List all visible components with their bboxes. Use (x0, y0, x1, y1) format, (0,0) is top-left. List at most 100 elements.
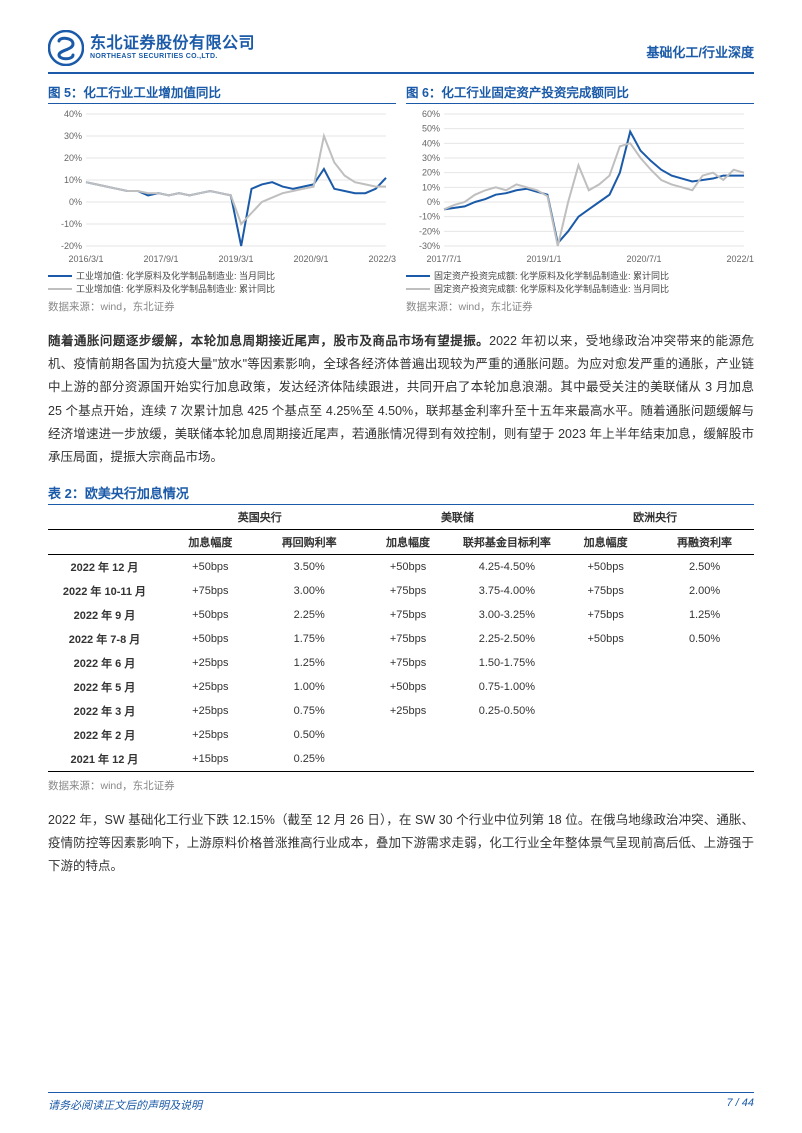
footer-disclaimer: 请务必阅读正文后的声明及说明 (48, 1097, 202, 1113)
table-cell (655, 651, 754, 675)
svg-text:-30%: -30% (419, 241, 440, 251)
svg-text:-20%: -20% (61, 241, 82, 251)
table-cell: 0.75-1.00% (457, 675, 556, 699)
table-cell (556, 651, 655, 675)
table-2-sub-header: 加息幅度再回购利率加息幅度联邦基金目标利率加息幅度再融资利率 (48, 529, 754, 554)
svg-text:2022/3/1: 2022/3/1 (368, 254, 396, 264)
figure-6-title: 图 6：化工行业固定资产投资完成额同比 (406, 82, 754, 101)
table-row: 2022 年 12 月+50bps3.50%+50bps4.25-4.50%+5… (48, 554, 754, 579)
svg-text:2017/9/1: 2017/9/1 (143, 254, 178, 264)
svg-text:10%: 10% (64, 175, 82, 185)
table-cell: +50bps (359, 554, 458, 579)
figure-5-source: 数据来源：wind，东北证券 (48, 299, 396, 314)
page-header: 东北证券股份有限公司 NORTHEAST SECURITIES CO.,LTD.… (48, 30, 754, 74)
table-row: 2022 年 5 月+25bps1.00%+50bps0.75-1.00% (48, 675, 754, 699)
table-cell: 1.25% (655, 603, 754, 627)
table-cell: 0.50% (655, 627, 754, 651)
svg-text:2020/9/1: 2020/9/1 (293, 254, 328, 264)
figure-6: 图 6：化工行业固定资产投资完成额同比 -30%-20%-10%0%10%20%… (406, 82, 754, 314)
page-number: 7 / 44 (726, 1097, 754, 1113)
svg-text:40%: 40% (422, 138, 440, 148)
table-cell (359, 747, 458, 772)
table-cell (556, 675, 655, 699)
table-cell: 2.50% (655, 554, 754, 579)
table-row: 2022 年 3 月+25bps0.75%+25bps0.25-0.50% (48, 699, 754, 723)
svg-text:0%: 0% (69, 197, 82, 207)
svg-text:20%: 20% (64, 153, 82, 163)
table-cell: 0.25% (260, 747, 359, 772)
table-row: 2022 年 9 月+50bps2.25%+75bps3.00-3.25%+75… (48, 603, 754, 627)
legend-label: 工业增加值: 化学原料及化学制品制造业: 累计同比 (76, 283, 275, 296)
logo-cn: 东北证券股份有限公司 (90, 35, 255, 53)
row-label: 2022 年 12 月 (48, 554, 161, 579)
table-cell (655, 675, 754, 699)
svg-text:2022/1/1: 2022/1/1 (726, 254, 754, 264)
table-cell: 3.75-4.00% (457, 579, 556, 603)
table-cell: 3.50% (260, 554, 359, 579)
svg-text:-10%: -10% (61, 219, 82, 229)
table-cell: 3.00% (260, 579, 359, 603)
row-label: 2022 年 7-8 月 (48, 627, 161, 651)
table-cell: +75bps (556, 603, 655, 627)
table-2-title: 表 2：欧美央行加息情况 (48, 483, 754, 502)
table-cell: +15bps (161, 747, 260, 772)
table-cell: +25bps (161, 651, 260, 675)
row-label: 2022 年 10-11 月 (48, 579, 161, 603)
paragraph-1-body: 2022 年初以来，受地缘政治冲突带来的能源危机、疫情前期各国为抗疫大量"放水"… (48, 334, 754, 464)
legend-item: 工业增加值: 化学原料及化学制品制造业: 当月同比 (48, 270, 396, 283)
table-row: 2022 年 2 月+25bps0.50% (48, 723, 754, 747)
svg-text:-20%: -20% (419, 226, 440, 236)
row-label: 2022 年 6 月 (48, 651, 161, 675)
svg-text:-10%: -10% (419, 212, 440, 222)
table-cell: +50bps (161, 627, 260, 651)
row-label: 2021 年 12 月 (48, 747, 161, 772)
legend-item: 工业增加值: 化学原料及化学制品制造业: 累计同比 (48, 283, 396, 296)
figure-5: 图 5：化工行业工业增加值同比 -20%-10%0%10%20%30%40%20… (48, 82, 396, 314)
paragraph-1: 随着通胀问题逐步缓解，本轮加息周期接近尾声，股市及商品市场有望提振。2022 年… (48, 330, 754, 469)
table-cell (359, 723, 458, 747)
legend-swatch (406, 275, 430, 277)
table-cell (556, 723, 655, 747)
svg-text:2020/7/1: 2020/7/1 (626, 254, 661, 264)
logo-block: 东北证券股份有限公司 NORTHEAST SECURITIES CO.,LTD. (48, 30, 255, 66)
figure-6-source: 数据来源：wind，东北证券 (406, 299, 754, 314)
row-label: 2022 年 9 月 (48, 603, 161, 627)
figure-6-chart: -30%-20%-10%0%10%20%30%40%50%60%2017/7/1… (406, 108, 754, 268)
figure-5-title: 图 5：化工行业工业增加值同比 (48, 82, 396, 101)
table-cell: 0.75% (260, 699, 359, 723)
table-row: 2022 年 10-11 月+75bps3.00%+75bps3.75-4.00… (48, 579, 754, 603)
svg-text:0%: 0% (427, 197, 440, 207)
figures-row: 图 5：化工行业工业增加值同比 -20% -10% 0% 10% 20% 30% 40% 20… (48, 82, 754, 314)
svg-text:60%: 60% (422, 109, 440, 119)
svg-text:30%: 30% (64, 131, 82, 141)
table-cell: +75bps (359, 627, 458, 651)
table-cell: 2.25% (260, 603, 359, 627)
table-cell: 3.00-3.25% (457, 603, 556, 627)
table-cell: +50bps (556, 554, 655, 579)
table-cell: 1.25% (260, 651, 359, 675)
table-cell (655, 699, 754, 723)
table-row: 2022 年 7-8 月+50bps1.75%+75bps2.25-2.50%+… (48, 627, 754, 651)
logo-en: NORTHEAST SECURITIES CO.,LTD. (90, 53, 255, 61)
legend-swatch (48, 275, 72, 277)
table-cell: +25bps (161, 675, 260, 699)
row-label: 2022 年 3 月 (48, 699, 161, 723)
table-cell: +25bps (161, 723, 260, 747)
page-footer: 请务必阅读正文后的声明及说明 7 / 44 (48, 1092, 754, 1113)
table-cell: 1.50-1.75% (457, 651, 556, 675)
legend-item: 固定资产投资完成额: 化学原料及化学制品制造业: 累计同比 (406, 270, 754, 283)
table-cell: 2.25-2.50% (457, 627, 556, 651)
paragraph-1-lead: 随着通胀问题逐步缓解，本轮加息周期接近尾声，股市及商品市场有望提振。 (48, 334, 489, 348)
legend-label: 工业增加值: 化学原料及化学制品制造业: 当月同比 (76, 270, 275, 283)
table-cell: +50bps (359, 675, 458, 699)
table-cell (655, 747, 754, 772)
figure-5-rule (48, 103, 396, 104)
table-cell: 2.00% (655, 579, 754, 603)
table-cell: +25bps (161, 699, 260, 723)
breadcrumb: 基础化工/行业深度 (646, 30, 754, 61)
table-2-body: 2022 年 12 月+50bps3.50%+50bps4.25-4.50%+5… (48, 554, 754, 771)
table-cell: 4.25-4.50% (457, 554, 556, 579)
table-cell: +50bps (556, 627, 655, 651)
figure-5-legend: 工业增加值: 化学原料及化学制品制造业: 当月同比工业增加值: 化学原料及化学制… (48, 270, 396, 295)
table-cell (457, 723, 556, 747)
